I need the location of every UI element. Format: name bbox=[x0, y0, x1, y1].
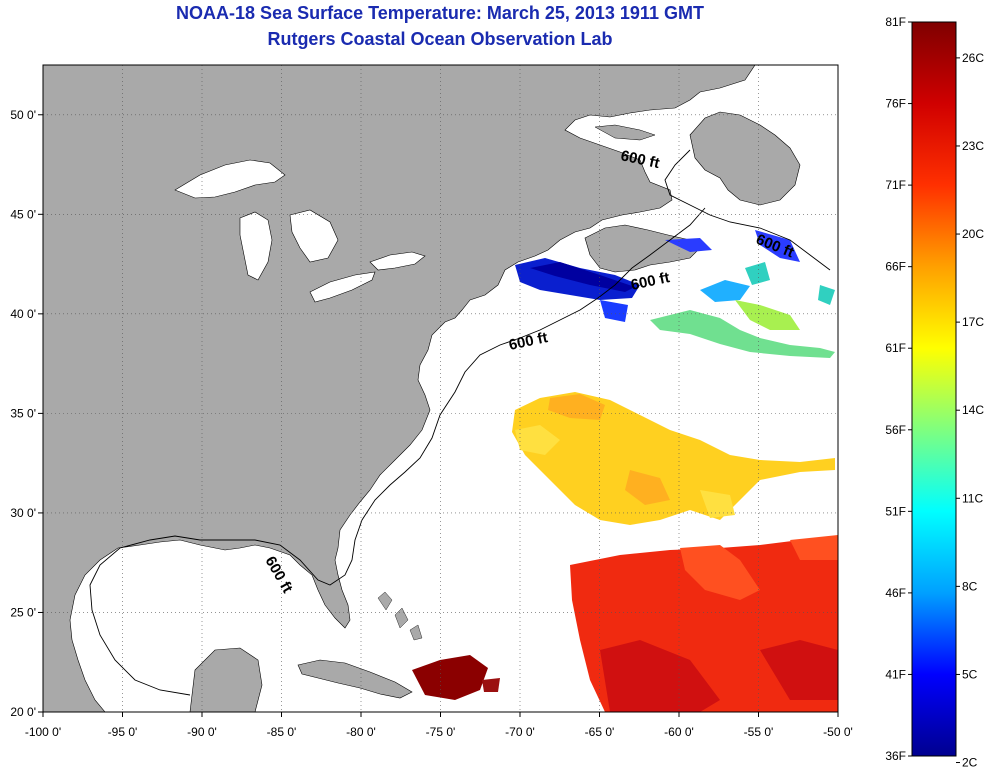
colorbar-f-label: 71F bbox=[885, 178, 906, 192]
lat-tick-label: 50 0' bbox=[10, 108, 36, 122]
colorbar-c-label: 5C bbox=[962, 667, 978, 681]
longitude-axis: -100 0' -95 0' -90 0' -85 0' -80 0' -75 0' -70… bbox=[25, 712, 853, 739]
map-subtitle: Rutgers Coastal Ocean Observation Lab bbox=[267, 29, 613, 49]
colorbar-f-label: 46F bbox=[885, 586, 906, 600]
colorbar-c-label: 20C bbox=[962, 227, 984, 241]
colorbar-c-label: 17C bbox=[962, 315, 984, 329]
latitude-axis: 20 0' 25 0' 30 0' 35 0' 40 0' 45 0' 50 0' bbox=[10, 108, 43, 719]
lon-tick-label: -70 0' bbox=[505, 725, 535, 739]
map-title: NOAA-18 Sea Surface Temperature: March 2… bbox=[176, 3, 704, 23]
anticosti-island bbox=[594, 124, 656, 141]
lat-tick-label: 20 0' bbox=[10, 705, 36, 719]
colorbar-c-label: 11C bbox=[962, 491, 983, 505]
nova-scotia-land bbox=[584, 224, 701, 273]
colorbar-c-label: 8C bbox=[962, 579, 978, 593]
graticule bbox=[43, 65, 838, 712]
yucatan-land bbox=[189, 647, 263, 712]
colorbar-fahrenheit-labels: 36F 41F 46F 51F 56F 61F 66F 71F 76F 81F bbox=[885, 15, 912, 763]
colorbar-f-label: 66F bbox=[885, 260, 906, 274]
isobath-600ft bbox=[89, 149, 831, 696]
lon-tick-label: -65 0' bbox=[585, 725, 615, 739]
lon-tick-label: -75 0' bbox=[426, 725, 456, 739]
colorbar-f-label: 51F bbox=[885, 504, 906, 518]
lake-superior bbox=[174, 159, 286, 199]
lon-tick-label: -85 0' bbox=[267, 725, 297, 739]
lon-tick-label: -80 0' bbox=[346, 725, 376, 739]
colorbar-f-label: 61F bbox=[885, 341, 906, 355]
lake-michigan bbox=[239, 211, 273, 281]
bahamas-land bbox=[377, 591, 423, 641]
lon-tick-label: -90 0' bbox=[187, 725, 217, 739]
colorbar-celsius-labels: 2C 5C 8C 11C 14C 17C 20C 23C 26C bbox=[956, 51, 984, 770]
lon-tick-label: -95 0' bbox=[108, 725, 138, 739]
cuba-land bbox=[297, 659, 413, 699]
lat-tick-label: 30 0' bbox=[10, 506, 36, 520]
colorbar-c-label: 26C bbox=[962, 51, 984, 65]
lon-tick-label: -50 0' bbox=[823, 725, 853, 739]
colorbar-c-label: 2C bbox=[962, 756, 978, 770]
colorbar-f-label: 81F bbox=[885, 15, 906, 29]
colorbar bbox=[911, 21, 957, 757]
lon-tick-label: -60 0' bbox=[664, 725, 694, 739]
lon-tick-label: -55 0' bbox=[744, 725, 774, 739]
lake-huron bbox=[289, 209, 339, 263]
lake-erie bbox=[309, 271, 376, 303]
north-america-land bbox=[43, 65, 756, 712]
colorbar-f-label: 36F bbox=[885, 749, 906, 763]
colorbar-c-label: 14C bbox=[962, 403, 984, 417]
colorbar-f-label: 41F bbox=[885, 667, 906, 681]
sst-data-layer bbox=[412, 230, 838, 712]
lat-tick-label: 35 0' bbox=[10, 406, 36, 420]
lon-tick-label: -100 0' bbox=[25, 725, 61, 739]
lat-tick-label: 40 0' bbox=[10, 307, 36, 321]
colorbar-f-label: 76F bbox=[885, 97, 906, 111]
lake-ontario bbox=[369, 251, 426, 271]
newfoundland-land bbox=[689, 111, 801, 206]
colorbar-c-label: 23C bbox=[962, 139, 984, 153]
colorbar-f-label: 56F bbox=[885, 423, 906, 437]
lat-tick-label: 45 0' bbox=[10, 207, 36, 221]
lat-tick-label: 25 0' bbox=[10, 605, 36, 619]
